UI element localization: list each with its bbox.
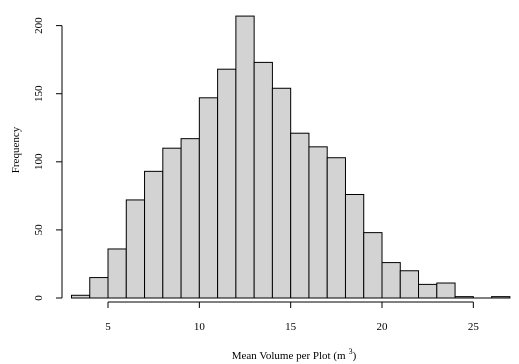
- histogram-bar: [271, 87, 292, 299]
- x-axis-ticks: 5 10 15 20 25: [105, 302, 479, 333]
- x-axis-title-close: ): [353, 350, 357, 362]
- histogram-bar: [235, 15, 255, 299]
- histogram-bars: [70, 15, 511, 299]
- histogram-bar: [363, 232, 383, 299]
- histogram-bar: [198, 97, 219, 299]
- histogram-bar: [491, 296, 511, 299]
- x-tick-label: 10: [194, 321, 206, 333]
- histogram-bar: [308, 146, 328, 299]
- histogram-bar: [89, 277, 109, 299]
- histogram-bar: [180, 138, 200, 299]
- y-tick-label: 50: [33, 224, 45, 236]
- histogram-bar: [454, 296, 474, 299]
- histogram-bar: [125, 199, 146, 299]
- x-tick-label: 20: [377, 321, 389, 333]
- histogram-bar: [344, 193, 365, 299]
- x-axis-title: Mean Volume per Plot (m 3): [232, 347, 357, 362]
- histogram-bar: [107, 248, 127, 299]
- x-tick-label: 15: [285, 321, 297, 333]
- histogram-bar: [253, 61, 273, 299]
- y-tick-label: 200: [33, 17, 45, 34]
- y-axis-ticks: 0 50 100 150 200: [33, 17, 62, 301]
- histogram-bar: [217, 68, 237, 299]
- y-tick-label: 150: [33, 85, 45, 102]
- histogram-bar: [70, 294, 91, 299]
- histogram-bar: [436, 282, 456, 299]
- y-axis-title: Frequency: [10, 126, 22, 173]
- histogram-bar: [418, 283, 438, 299]
- x-tick-label: 25: [468, 321, 480, 333]
- histogram-bar: [290, 132, 310, 299]
- x-axis-title-superscript: 3: [349, 347, 353, 356]
- histogram-bar: [381, 262, 401, 299]
- y-tick-label: 100: [33, 153, 45, 170]
- histogram-bar: [326, 157, 346, 299]
- x-axis-title-main: Mean Volume per Plot (m: [232, 350, 346, 362]
- y-tick-label: 0: [33, 295, 45, 301]
- x-tick-label: 5: [105, 321, 111, 333]
- histogram-bar: [162, 147, 182, 299]
- histogram-bar: [399, 270, 420, 299]
- histogram-bar: [144, 170, 164, 299]
